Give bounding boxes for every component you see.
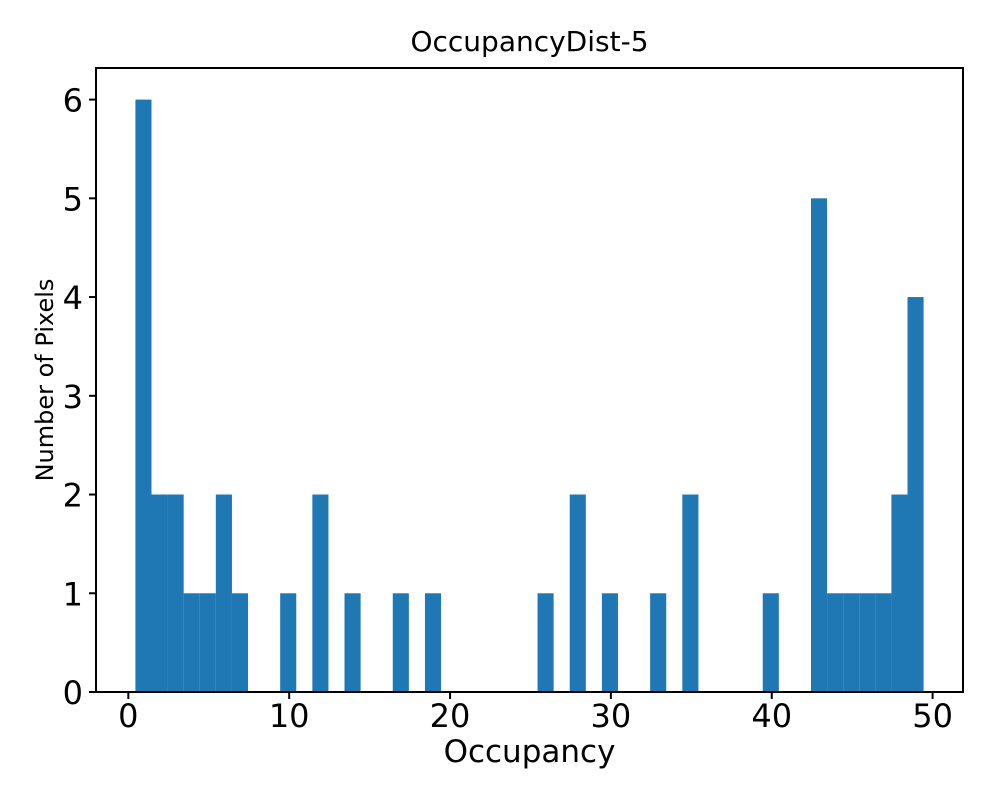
y-tick-label: 3: [63, 378, 83, 416]
axes-spines: [95, 67, 964, 693]
histogram-bar: [859, 593, 876, 692]
x-axis-label: Occupancy: [443, 734, 616, 770]
y-tick-label: 4: [63, 279, 83, 317]
x-tick-label: 0: [118, 697, 138, 735]
histogram-bar: [424, 593, 442, 692]
histogram-bar: [569, 494, 586, 692]
histogram-bar: [199, 593, 216, 692]
histogram-bar: [280, 593, 297, 692]
x-tick-label: 50: [912, 697, 953, 735]
histogram-bar: [231, 593, 249, 692]
y-tick-label: 5: [63, 180, 83, 218]
x-tick-label: 10: [269, 697, 310, 735]
histogram-bar: [601, 593, 618, 692]
y-tick-label: 1: [63, 575, 83, 613]
y-tick-label: 0: [63, 674, 83, 712]
chart-title: OccupancyDist-5: [410, 25, 649, 58]
x-tick-label: 40: [751, 697, 792, 735]
histogram-bar: [810, 198, 828, 692]
histogram-bar: [682, 494, 699, 692]
histogram-bar: [762, 593, 779, 692]
histogram-bar: [650, 593, 667, 692]
histogram-bar: [167, 494, 184, 692]
histogram-bar: [875, 593, 892, 692]
histogram-bar: [392, 593, 409, 692]
y-tick-label: 2: [63, 477, 83, 515]
histogram-bar: [215, 494, 232, 692]
histogram-bar: [827, 593, 844, 692]
histogram-bar: [843, 593, 860, 692]
histogram-bar: [907, 297, 924, 692]
y-tick-label: 6: [63, 82, 83, 120]
histogram-bar: [891, 494, 908, 692]
histogram-bar: [183, 593, 200, 692]
x-tick-label: 30: [591, 697, 632, 735]
histogram-bar: [537, 593, 554, 692]
x-tick-label: 20: [430, 697, 471, 735]
histogram-bar: [344, 593, 361, 692]
histogram-bar: [135, 99, 152, 693]
histogram-bar: [151, 494, 168, 692]
histogram-bar: [312, 494, 329, 692]
